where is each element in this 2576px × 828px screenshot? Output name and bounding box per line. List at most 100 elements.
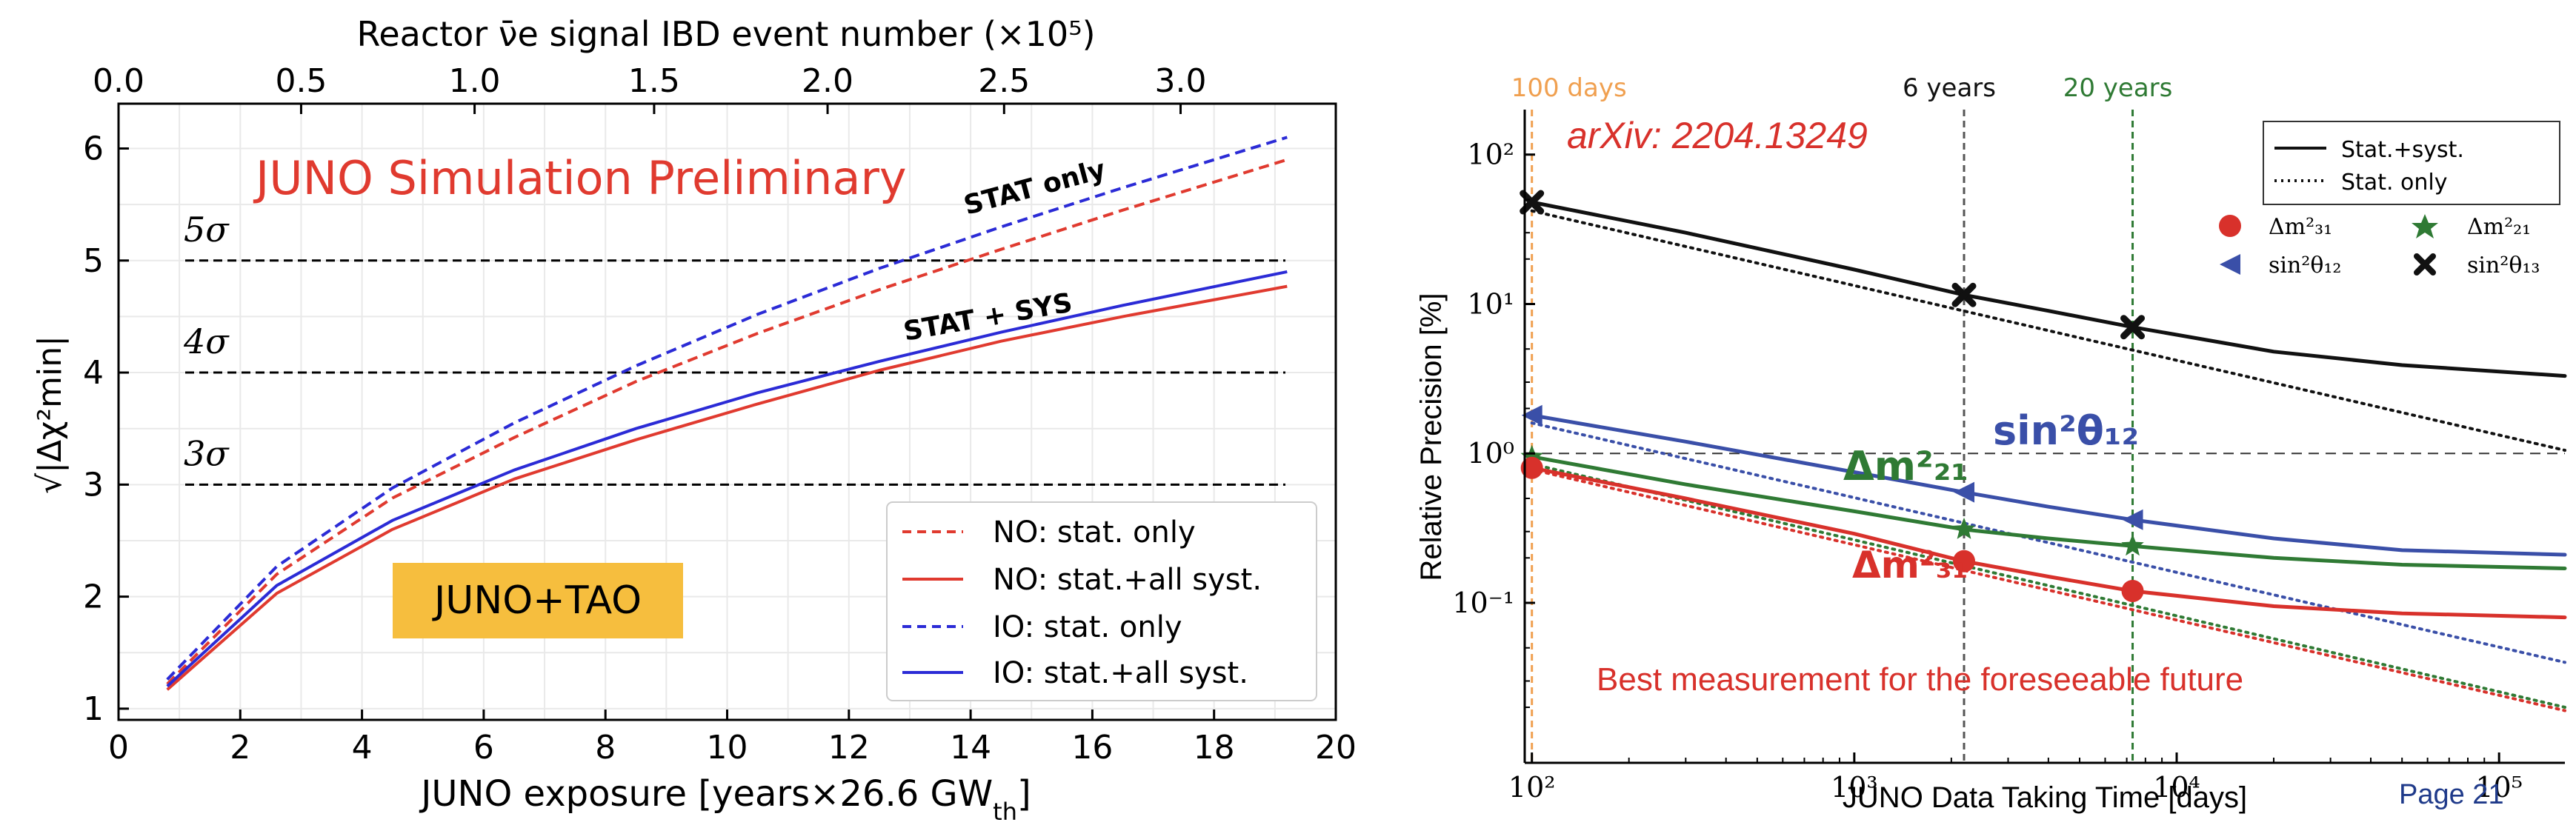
right-series-line-3 <box>1530 421 2566 664</box>
right-series-line-1 <box>1530 209 2566 452</box>
legend-label-stat-only: Stat. only <box>2341 170 2447 196</box>
left-x-tick-label: 8 <box>595 729 616 767</box>
simulation-label: JUNO Simulation Preliminary <box>253 151 907 205</box>
right-legend-box <box>2263 121 2560 205</box>
best-measurement-label: Best measurement for the foreseeable fut… <box>1597 661 2243 698</box>
right-y-tick-label: 10² <box>1467 138 1514 171</box>
right-x-tick-label: 10² <box>1508 771 1556 804</box>
legend-label-s13: sin²θ₁₃ <box>2467 253 2540 278</box>
sigma-reference-lines: 3σ 4σ 5σ <box>183 210 1285 486</box>
right-series-line-7 <box>1530 468 2566 712</box>
right-vertical-markers: 100 days 6 years 20 years <box>1511 73 2565 763</box>
right-y-tick-label: 10¹ <box>1467 287 1514 320</box>
left-series-line-3 <box>166 270 1288 688</box>
left-y-tick-label: 5 <box>83 242 104 280</box>
marker-s13 <box>1520 190 1545 215</box>
top-tick-label: 2.0 <box>802 62 853 100</box>
right-x-tick-label: 10⁴ <box>2153 771 2200 804</box>
juno-tao-label: JUNO+TAO <box>432 578 642 623</box>
right-chart: 100 days 6 years 20 years 10² 10³ 10⁴ 10⁵10²1… <box>1415 73 2567 814</box>
legend-marker-dm21 <box>2412 214 2438 238</box>
left-x-tick-label: 16 <box>1071 729 1113 767</box>
right-markers-group <box>1520 190 2146 603</box>
right-series-line-5 <box>1530 462 2566 709</box>
legend-label-s12: sin²θ₁₂ <box>2269 253 2341 278</box>
param-legend: Δm²₃₁ Δm²₂₁ sin²θ₁₂ sin²θ₁₃ <box>2219 214 2540 278</box>
left-x-tick-label: 2 <box>230 729 250 767</box>
top-tick-label: 2.5 <box>978 62 1030 100</box>
top-tick-label: 3.0 <box>1155 62 1207 100</box>
arxiv-label: arXiv: 2204.13249 <box>1567 115 1868 156</box>
legend-label-dm31: Δm²₃₁ <box>2269 214 2332 240</box>
right-series-group <box>1530 200 2567 712</box>
left-series-line-2 <box>166 136 1288 681</box>
juno-tao-box <box>393 563 683 638</box>
legend-label-io-stat: IO: stat. only <box>993 610 1182 644</box>
top-tick-label: 0.5 <box>275 62 327 100</box>
big-label-dm31: Δm²₃₁ <box>1852 544 1968 587</box>
legend-marker-s13 <box>2414 253 2436 276</box>
right-y-tick-label: 10⁰ <box>1467 437 1514 470</box>
sigma-label: 5σ <box>184 210 230 250</box>
left-x-tick-label: 0 <box>108 729 129 767</box>
right-legend: Stat.+syst. Stat. only <box>2263 121 2560 205</box>
marker-s13 <box>1951 282 1977 307</box>
left-y-tick-label: 1 <box>83 690 104 728</box>
left-x-tick-label: 4 <box>352 729 373 767</box>
top-tick-label: 1.0 <box>449 62 501 100</box>
legend-label-dm21: Δm²₂₁ <box>2467 214 2531 240</box>
sigma-label: 3σ <box>184 433 230 473</box>
vline-label: 20 years <box>2063 73 2173 103</box>
left-y-tick-label: 3 <box>83 466 104 504</box>
marker-dm21 <box>1952 517 1976 539</box>
left-series-line-1 <box>166 284 1288 691</box>
right-series-line-2 <box>1530 413 2567 557</box>
right-series-line-6 <box>1530 466 2567 620</box>
vline-label: 6 years <box>1903 73 1996 103</box>
left-y-axis-title: √|Δχ²min| <box>31 335 69 494</box>
left-x-tick-label: 18 <box>1194 729 1235 767</box>
legend-label-io-syst: IO: stat.+all syst. <box>993 656 1248 690</box>
right-x-axis-title: JUNO Data Taking Time [days] <box>1843 781 2247 814</box>
top-tick-label: 1.5 <box>628 62 680 100</box>
legend-marker-s12 <box>2220 254 2240 275</box>
vline-label: 100 days <box>1511 73 1627 103</box>
marker-dm31 <box>2121 580 2144 603</box>
right-y-tick-label: 10⁻¹ <box>1452 587 1514 619</box>
left-x-tick-label: 20 <box>1315 729 1357 767</box>
left-x-tick-label: 14 <box>950 729 991 767</box>
left-y-tick-label: 2 <box>83 578 104 616</box>
marker-s12 <box>1521 404 1542 426</box>
left-legend-box <box>886 501 1317 701</box>
marker-dm31 <box>1953 550 1976 572</box>
right-y-axis-title: Relative Precision [%] <box>1415 293 1448 581</box>
right-x-tick-label: 10⁵ <box>2475 771 2523 804</box>
marker-dm21 <box>2121 534 2144 556</box>
right-series-line-0 <box>1530 200 2567 378</box>
left-y-tick-label: 6 <box>83 130 104 168</box>
big-label-dm21: Δm²₂₁ <box>1843 443 1968 490</box>
top-tick-label: 0.0 <box>93 62 144 100</box>
right-x-tick-label: 10³ <box>1831 771 1878 804</box>
left-series-line-0 <box>166 158 1288 686</box>
legend-marker-dm31 <box>2219 215 2241 237</box>
right-series-line-4 <box>1530 455 2567 570</box>
left-series-group <box>166 136 1288 691</box>
marker-dm21 <box>1520 444 1543 467</box>
marker-s12 <box>2122 509 2143 530</box>
sigma-label: 4σ <box>183 321 230 361</box>
page-number: Page 21 <box>2399 779 2504 810</box>
left-x-tick-label: 10 <box>707 729 748 767</box>
big-label-s12: sin²θ₁₂ <box>1993 407 2139 454</box>
marker-s13 <box>2120 315 2146 340</box>
left-y-tick-label: 4 <box>83 354 104 392</box>
left-x-tick-label: 12 <box>828 729 870 767</box>
left-legend: NO: stat. only NO: stat.+all syst. IO: s… <box>886 501 1317 701</box>
legend-label-stat-syst: Stat.+syst. <box>2341 137 2464 163</box>
legend-label-no-syst: NO: stat.+all syst. <box>993 563 1262 597</box>
legend-label-no-stat: NO: stat. only <box>993 515 1196 550</box>
marker-dm31 <box>1520 456 1543 479</box>
left-x-tick-label: 6 <box>473 729 494 767</box>
